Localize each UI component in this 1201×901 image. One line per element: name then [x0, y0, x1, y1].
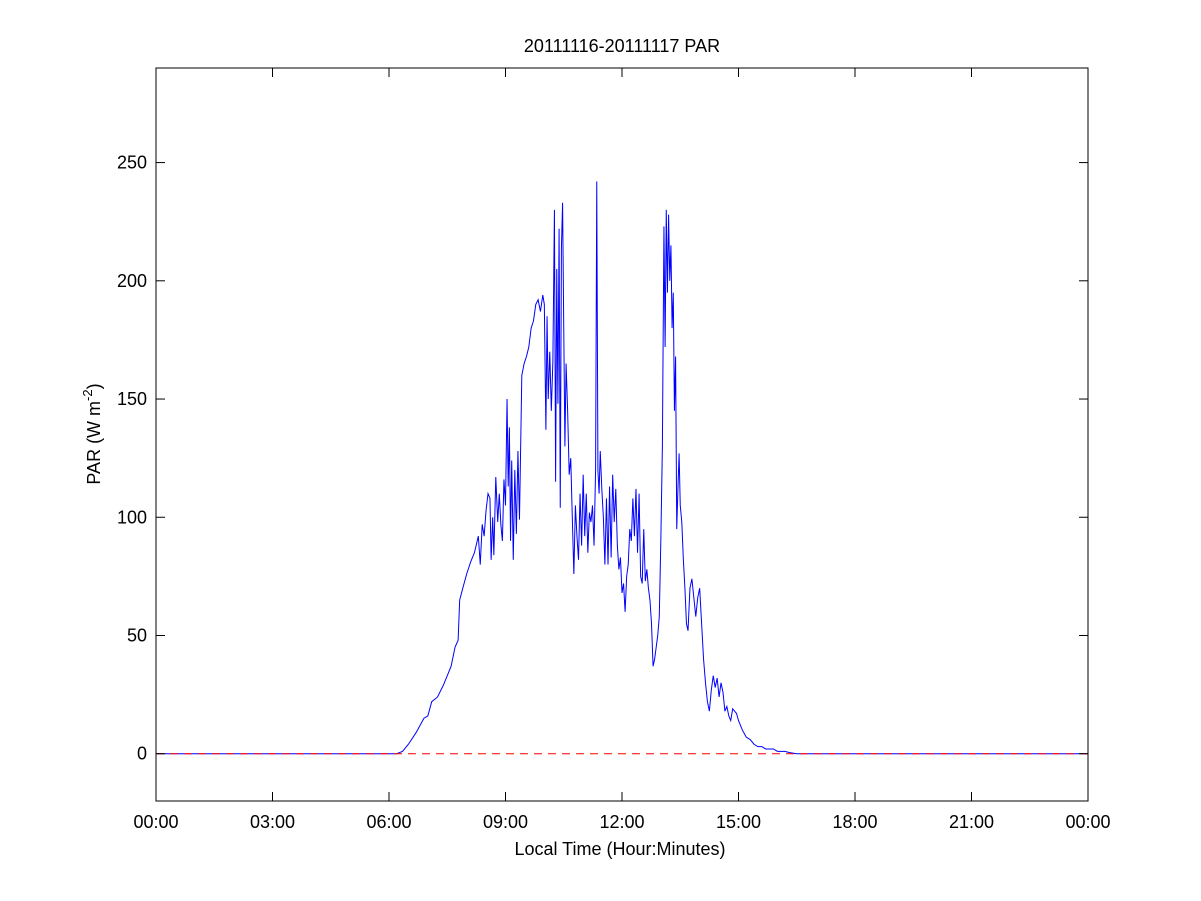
x-tick-label: 15:00 — [716, 812, 761, 832]
y-tick-label: 200 — [117, 271, 147, 291]
x-tick-label: 21:00 — [949, 812, 994, 832]
x-tick-label: 00:00 — [133, 812, 178, 832]
y-tick-label: 150 — [117, 389, 147, 409]
chart-title: 20111116-20111117 PAR — [524, 36, 720, 56]
tick-layer: 00:00 03:00 06:00 09:00 12:00 15:00 18:00 21:00… — [117, 68, 1111, 832]
y-axis-label: PAR (W m-2) — [80, 383, 104, 484]
y-tick-label: 100 — [117, 507, 147, 527]
y-tick-label: 50 — [127, 625, 147, 645]
x-axis-label: Local Time (Hour:Minutes) — [514, 839, 725, 859]
x-tick-label: 06:00 — [366, 812, 411, 832]
plot-area — [155, 67, 1089, 802]
y-axis-label-superscript: -2 — [80, 389, 95, 401]
y-axis-label-close: ) — [84, 383, 104, 389]
x-tick-label: 00:00 — [1065, 812, 1110, 832]
x-tick-label: 18:00 — [832, 812, 877, 832]
series-layer — [156, 181, 1088, 755]
par-series-line — [156, 181, 1088, 755]
x-tick-label: 09:00 — [483, 812, 528, 832]
y-tick-label: 0 — [137, 744, 147, 764]
x-tick-label: 12:00 — [599, 812, 644, 832]
x-tick-label: 03:00 — [250, 812, 295, 832]
y-tick-label: 250 — [117, 153, 147, 173]
y-axis-label-main: PAR (W m — [84, 401, 104, 485]
